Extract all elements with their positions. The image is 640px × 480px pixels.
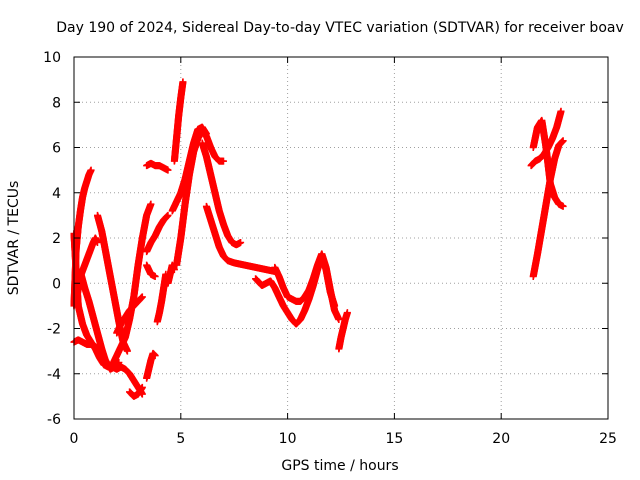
data-point: [164, 211, 172, 219]
y-tick-label: -4: [47, 367, 61, 383]
series-segment-7: [113, 293, 146, 337]
series-segment-5: [76, 268, 123, 373]
series-segment-4: [72, 234, 101, 305]
data-point: [179, 78, 187, 86]
series-segment-18: [198, 139, 245, 249]
y-tick-label: 6: [52, 141, 61, 157]
chart-title: Day 190 of 2024, Sidereal Day-to-day VTE…: [56, 20, 624, 36]
tick-labels: 0 5 10 15 20 25 -6 -4 -2 0 2 4 6 8 10: [43, 50, 617, 447]
y-tick-label: 10: [43, 50, 61, 66]
series-segment-19: [202, 202, 281, 276]
data-point: [138, 383, 146, 391]
series-segment-13: [153, 270, 170, 326]
series-segment-6: [93, 211, 131, 355]
data-point: [151, 272, 159, 280]
series-segment-16: [170, 78, 187, 165]
x-tick-label: 0: [70, 431, 79, 447]
x-tick-label: 25: [599, 431, 617, 447]
x-tick-label: 5: [176, 431, 185, 447]
x-tick-label: 15: [385, 431, 403, 447]
series-segment-9: [143, 349, 159, 382]
data-point: [164, 166, 172, 174]
data-point: [93, 239, 101, 247]
series-segment-10: [143, 261, 159, 280]
series-segment-12: [143, 159, 172, 174]
series-segment-17: [173, 128, 228, 269]
series-segment-11: [143, 211, 172, 256]
data-points: [70, 78, 567, 400]
data-point: [87, 166, 95, 174]
y-axis-label: SDTVAR / TECUs: [6, 181, 22, 296]
y-tick-label: 4: [52, 186, 61, 202]
y-tick-label: 2: [52, 231, 61, 247]
y-tick-label: -6: [47, 412, 61, 428]
y-tick-label: -2: [47, 322, 61, 338]
x-tick-label: 20: [492, 431, 510, 447]
data-point: [115, 358, 123, 366]
series-segment-3: [70, 336, 146, 398]
y-tick-label: 8: [52, 95, 61, 111]
data-point: [170, 266, 178, 274]
data-point: [123, 347, 131, 355]
data-point: [151, 352, 159, 360]
series-segment-14: [164, 261, 178, 287]
x-tick-label: 10: [279, 431, 297, 447]
series-segment-8: [126, 383, 146, 400]
x-axis-label: GPS time / hours: [281, 458, 398, 474]
data-point: [147, 200, 155, 208]
y-tick-label: 0: [52, 276, 61, 292]
data-point: [138, 293, 146, 301]
